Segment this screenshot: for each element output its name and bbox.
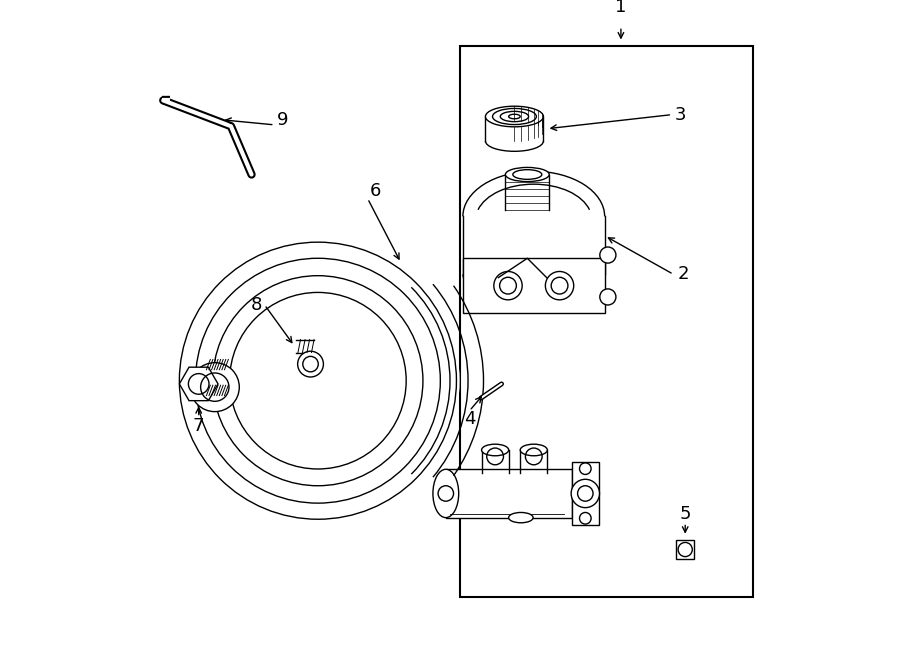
Text: 2: 2: [678, 265, 689, 284]
Text: 1: 1: [616, 0, 626, 16]
Ellipse shape: [506, 167, 549, 182]
Text: 8: 8: [251, 295, 263, 314]
Ellipse shape: [599, 289, 616, 305]
Bar: [572, 462, 598, 525]
Circle shape: [572, 479, 599, 508]
Ellipse shape: [508, 512, 533, 523]
Text: 6: 6: [370, 182, 382, 200]
Circle shape: [190, 363, 239, 412]
Bar: [463, 258, 605, 313]
Ellipse shape: [520, 444, 547, 456]
Text: 7: 7: [193, 417, 204, 435]
Text: 5: 5: [680, 505, 691, 523]
Text: 9: 9: [276, 111, 288, 129]
Ellipse shape: [599, 247, 616, 263]
Ellipse shape: [482, 444, 508, 456]
Circle shape: [298, 351, 323, 377]
Ellipse shape: [433, 469, 459, 518]
Ellipse shape: [485, 106, 544, 127]
Text: 4: 4: [464, 410, 475, 428]
Circle shape: [494, 272, 522, 300]
Circle shape: [176, 239, 460, 522]
Circle shape: [545, 272, 573, 300]
Text: 3: 3: [675, 106, 687, 124]
Bar: [460, 46, 753, 597]
Bar: [446, 469, 572, 518]
